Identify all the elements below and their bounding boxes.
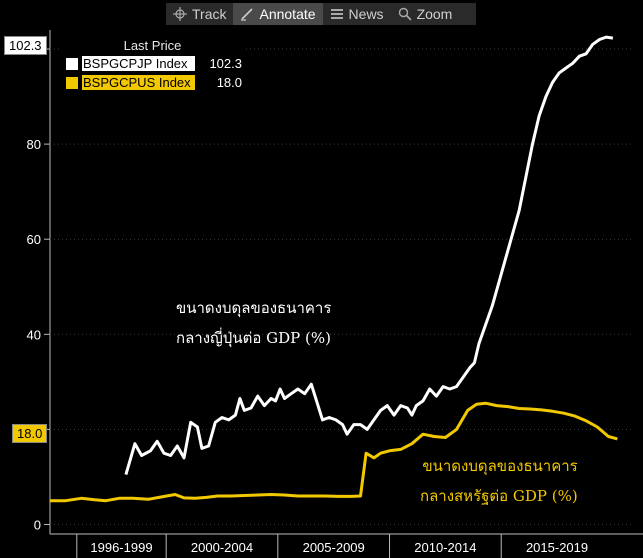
x-tick-label-4: 2015-2019 [526,540,588,555]
news-button[interactable]: News [323,3,391,25]
x-tick-label-2: 2005-2009 [303,540,365,555]
y-tick-label-40: 40 [27,327,41,342]
legend: Last Price BSPGCPJP Index 102.3 BSPGCPUS… [60,38,245,94]
pencil-icon [241,8,254,21]
y-tick-label-60: 60 [27,232,41,247]
series-line-0 [124,35,614,476]
annotation-us-line-2: กลางสหรัฐต่อ GDP (%) [420,487,578,505]
legend-title: Last Price [123,38,182,53]
chart-toolbar: Track Annotate News Zoom [166,3,476,25]
legend-swatch-jp [66,57,78,70]
legend-name-us: BSPGCPUS Index [82,75,195,90]
crosshair-icon [173,7,187,21]
track-label: Track [192,6,227,22]
track-button[interactable]: Track [166,3,233,25]
x-tick-label-3: 2010-2014 [414,540,476,555]
news-icon [330,9,343,19]
x-tick-label-1: 2000-2004 [191,540,253,555]
zoom-button[interactable]: Zoom [391,3,460,25]
annotation-us: ขนาดงบดุลของธนาคาร กลางสหรัฐต่อ GDP (%) [420,451,578,511]
series-line-1 [50,401,618,503]
y-tick-label-80: 80 [27,137,41,152]
x-tick-label-0: 1996-1999 [90,540,152,555]
annotation-jp: ขนาดงบดุลของธนาคาร กลางญี่ปุ่นต่อ GDP (%… [176,293,331,353]
legend-value-us: 18.0 [216,75,242,90]
magnifier-icon [398,7,412,21]
annotate-button[interactable]: Annotate [233,3,323,25]
legend-entry-jp[interactable]: BSPGCPJP Index 102.3 [60,54,245,73]
zoom-label: Zoom [416,6,453,22]
news-label: News [348,6,384,22]
annotation-us-line-1: ขนาดงบดุลของธนาคาร [422,457,578,475]
y-tick-label-0: 0 [34,517,41,532]
legend-name-jp: BSPGCPJP Index [82,56,195,71]
last-value-tag-us: 18.0 [12,424,48,443]
legend-swatch-us [66,76,78,89]
annotate-label: Annotate [259,6,316,22]
annotation-jp-line-1: ขนาดงบดุลของธนาคาร [176,299,332,317]
last-value-tag-jp: 102.3 [4,36,47,55]
legend-entry-us[interactable]: BSPGCPUS Index 18.0 [60,73,245,92]
annotation-jp-line-2: กลางญี่ปุ่นต่อ GDP (%) [176,329,331,347]
legend-value-jp: 102.3 [209,56,242,71]
